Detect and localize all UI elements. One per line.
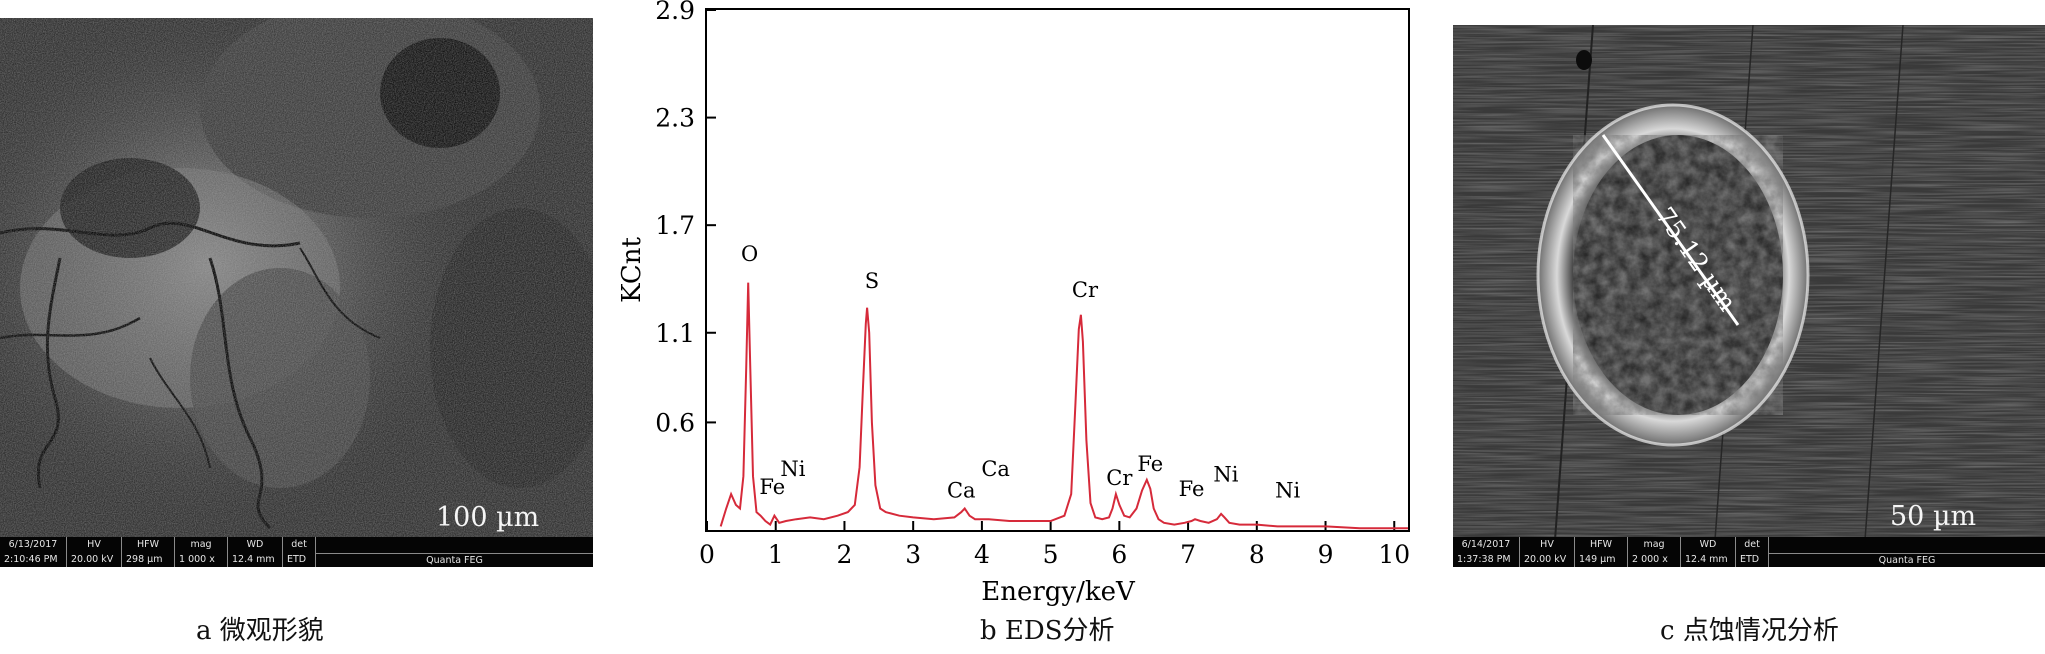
scale-bar-label: 100 µm bbox=[436, 502, 540, 533]
sem-texture-a bbox=[0, 18, 593, 567]
info-cell-hv: HV 20.00 kV bbox=[1520, 537, 1575, 567]
info-cell-instrument: Quanta FEG bbox=[316, 537, 593, 567]
pit-diameter-line bbox=[1601, 134, 1740, 326]
x-tick-label: 2 bbox=[836, 540, 852, 569]
y-tick-label: 2.3 bbox=[655, 104, 695, 133]
y-tick-label: 0.6 bbox=[655, 408, 695, 437]
info-cell-wd: WD 12.4 mm bbox=[228, 537, 283, 567]
x-tick-label: 0 bbox=[699, 540, 715, 569]
sem-texture-c: 75.12 µm bbox=[1453, 25, 2045, 567]
y-tick-label: 1.1 bbox=[655, 319, 695, 348]
info-cell-det: det ETD bbox=[1736, 537, 1769, 567]
caption-a: a 微观形貌 bbox=[196, 616, 324, 646]
info-cell-det: det ETD bbox=[283, 537, 316, 567]
info-cell-instrument: Quanta FEG bbox=[1769, 537, 2045, 567]
x-tick-label: 3 bbox=[905, 540, 921, 569]
info-cell-hv: HV 20.00 kV bbox=[67, 537, 122, 567]
info-cell-date: 6/14/2017 1:37:38 PM bbox=[1453, 537, 1520, 567]
x-tick-label: 1 bbox=[768, 540, 784, 569]
x-tick-label: 6 bbox=[1111, 540, 1127, 569]
eds-chart-frame bbox=[705, 8, 1410, 532]
info-cell-wd: WD 12.4 mm bbox=[1681, 537, 1736, 567]
x-axis-label: Energy/keV bbox=[981, 577, 1136, 607]
x-tick-label: 8 bbox=[1249, 540, 1265, 569]
caption-c: c 点蚀情况分析 bbox=[1660, 616, 1839, 646]
y-tick-label: 1.7 bbox=[655, 211, 695, 240]
x-tick-label: 10 bbox=[1378, 540, 1410, 569]
info-cell-date: 6/13/2017 2:10:46 PM bbox=[0, 537, 67, 567]
info-cell-mag: mag 2 000 x bbox=[1628, 537, 1681, 567]
sem-image-microstructure: 100 µm 6/13/2017 2:10:46 PM HV 20.00 kV … bbox=[0, 18, 593, 567]
caption-b: b EDS分析 bbox=[980, 616, 1115, 646]
info-cell-mag: mag 1 000 x bbox=[175, 537, 228, 567]
x-tick-label: 4 bbox=[974, 540, 990, 569]
x-tick-label: 5 bbox=[1043, 540, 1059, 569]
scale-bar-label-c: 50 µm bbox=[1890, 501, 1977, 532]
info-cell-hfw: HFW 149 µm bbox=[1575, 537, 1628, 567]
sem-image-pitting: 75.12 µm 50 µm 6/14/2017 1:37:38 PM HV 2… bbox=[1453, 25, 2045, 567]
y-tick-label: 2.9 bbox=[655, 0, 695, 25]
info-cell-hfw: HFW 298 µm bbox=[122, 537, 175, 567]
y-axis-label: KCnt bbox=[617, 237, 647, 303]
sem-info-bar: 6/13/2017 2:10:46 PM HV 20.00 kV HFW 298… bbox=[0, 537, 593, 567]
x-tick-label: 7 bbox=[1180, 540, 1196, 569]
x-tick-label: 9 bbox=[1318, 540, 1334, 569]
sem-info-bar-c: 6/14/2017 1:37:38 PM HV 20.00 kV HFW 149… bbox=[1453, 537, 2045, 567]
